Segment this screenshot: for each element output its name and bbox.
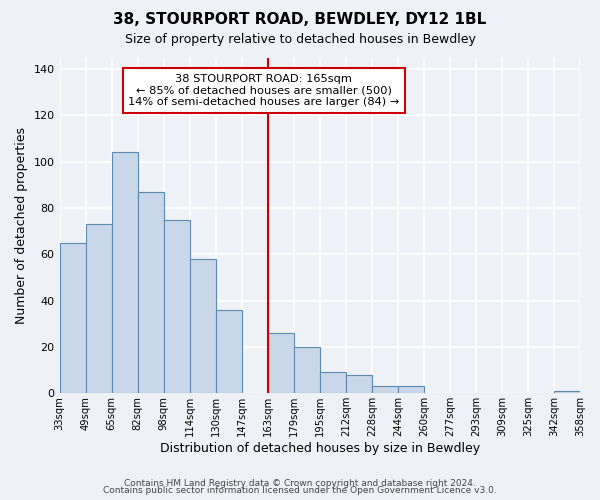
Bar [59, 243, 86, 394]
Bar [294, 347, 320, 394]
Bar [554, 391, 580, 394]
Bar [86, 224, 112, 394]
Bar [137, 192, 164, 394]
Text: Contains HM Land Registry data © Crown copyright and database right 2024.: Contains HM Land Registry data © Crown c… [124, 478, 476, 488]
Bar [112, 152, 137, 394]
Bar [320, 372, 346, 394]
Text: 38 STOURPORT ROAD: 165sqm
← 85% of detached houses are smaller (500)
14% of semi: 38 STOURPORT ROAD: 165sqm ← 85% of detac… [128, 74, 400, 107]
Bar [215, 310, 242, 394]
Text: 38, STOURPORT ROAD, BEWDLEY, DY12 1BL: 38, STOURPORT ROAD, BEWDLEY, DY12 1BL [113, 12, 487, 28]
Bar [372, 386, 398, 394]
Bar [164, 220, 190, 394]
Bar [190, 259, 215, 394]
Bar [398, 386, 424, 394]
Bar [268, 333, 294, 394]
Bar [346, 375, 372, 394]
Text: Size of property relative to detached houses in Bewdley: Size of property relative to detached ho… [125, 32, 475, 46]
X-axis label: Distribution of detached houses by size in Bewdley: Distribution of detached houses by size … [160, 442, 480, 455]
Text: Contains public sector information licensed under the Open Government Licence v3: Contains public sector information licen… [103, 486, 497, 495]
Y-axis label: Number of detached properties: Number of detached properties [15, 127, 28, 324]
